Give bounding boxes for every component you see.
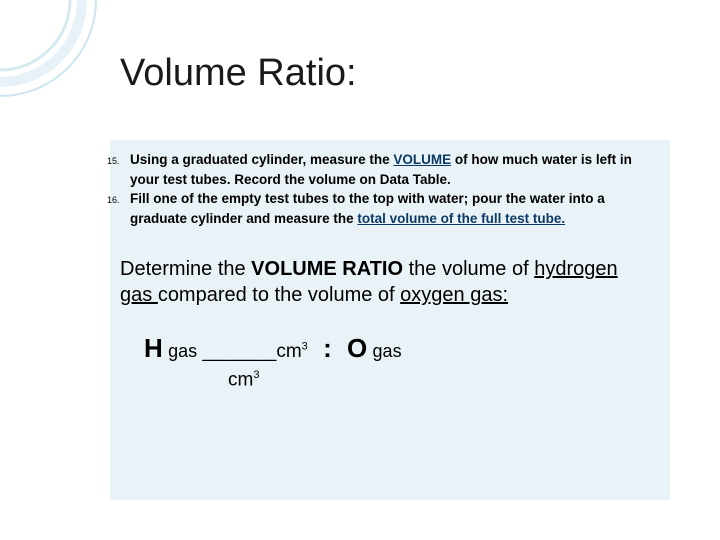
list-emph: total volume of the full test tube. [357, 211, 565, 226]
content-panel: Using a graduated cylinder, measure the … [110, 140, 670, 500]
para-text: Determine the [120, 258, 251, 280]
unit-cm: cm [228, 369, 253, 390]
para-text: compared to the volume of [158, 284, 400, 306]
volume-ratio-paragraph: Determine the VOLUME RATIO the volume of… [120, 256, 652, 308]
gas-equation-line1: H gas _______cm3 : O gas [144, 334, 652, 363]
unit-sup: 3 [302, 341, 308, 353]
gas-equation-line2: cm3 [228, 369, 652, 391]
unit-cm: cm [276, 341, 301, 362]
blank-line: _______ [202, 341, 276, 362]
unit-sup: 3 [253, 369, 259, 381]
list-item: Fill one of the empty test tubes to the … [122, 189, 652, 228]
para-text: the volume of [403, 258, 534, 280]
slide-title: Volume Ratio: [120, 52, 357, 95]
h-symbol: H [144, 333, 163, 363]
list-emph: VOLUME [393, 152, 451, 167]
decorative-corner-arcs [0, 0, 120, 120]
gas-word: gas [168, 341, 197, 361]
gas-word: gas [373, 341, 402, 361]
o-symbol: O [347, 333, 367, 363]
ratio-colon: : [323, 333, 332, 363]
para-underline: oxygen gas: [400, 284, 508, 306]
instruction-list: Using a graduated cylinder, measure the … [120, 150, 652, 228]
para-bold: VOLUME RATIO [251, 258, 403, 280]
list-item: Using a graduated cylinder, measure the … [122, 150, 652, 189]
list-text-before: Using a graduated cylinder, measure the [130, 152, 393, 167]
